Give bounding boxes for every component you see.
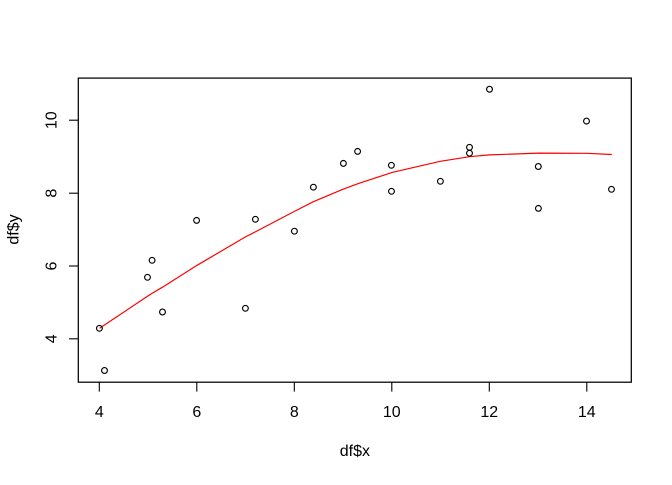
svg-text:4: 4 [95, 404, 104, 421]
svg-text:10: 10 [44, 111, 61, 129]
svg-text:df$y: df$y [6, 214, 23, 244]
svg-text:8: 8 [44, 189, 61, 198]
svg-text:10: 10 [383, 404, 401, 421]
svg-text:df$x: df$x [340, 443, 370, 460]
svg-text:12: 12 [480, 404, 498, 421]
svg-text:6: 6 [44, 261, 61, 270]
svg-text:4: 4 [44, 334, 61, 343]
svg-text:14: 14 [578, 404, 596, 421]
svg-text:6: 6 [192, 404, 201, 421]
svg-text:8: 8 [290, 404, 299, 421]
